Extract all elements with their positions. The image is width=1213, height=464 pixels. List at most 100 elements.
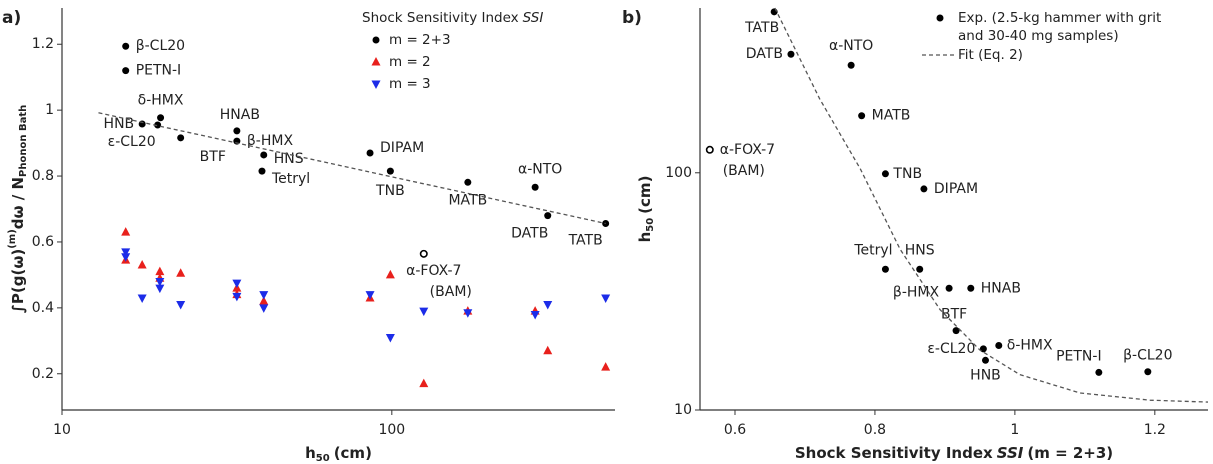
legend-label: m = 2 [389,54,431,70]
legend-title: Shock Sensitivity Index SSI [362,10,543,26]
point [705,145,714,154]
point [155,284,165,294]
point [386,167,394,175]
point-label: Tetryl [853,242,892,258]
point-label: α-NTO [518,161,562,177]
point [1095,368,1103,376]
y-tick-label: 0.6 [32,234,54,250]
point [847,61,855,69]
point-label: HNB [970,367,1001,383]
point [601,294,611,303]
point [137,294,147,303]
point-label: β-CL20 [1123,348,1172,364]
axis-title-part: dω / N [9,177,27,229]
point-label: MATB [872,108,911,124]
point-label: TATB [744,20,779,36]
axis-title-part: Phonon Bath [18,105,29,177]
point-label: β-HMX [893,284,940,300]
x-tick-label: 0.6 [724,422,746,438]
point-label: δ-HMX [1007,338,1053,354]
point [881,170,889,178]
y-tick-label: 0.2 [32,366,54,382]
point [365,291,375,300]
legend-marker [372,36,380,44]
point-label: DIPAM [380,140,424,156]
x-tick-label: 1 [1010,422,1019,438]
point [385,269,395,279]
legend-label: and 30-40 mg samples) [958,28,1119,44]
point-label: α-FOX-7 [720,142,775,158]
point [232,292,242,302]
point-label: α-NTO [829,38,873,54]
point-label: DIPAM [934,181,978,197]
point [464,178,472,186]
point-label: Tetryl [271,171,310,187]
point [531,183,539,191]
point [967,284,975,292]
point [945,284,953,292]
legend-marker [371,80,381,89]
legend-marker [371,57,381,66]
point [952,327,960,335]
axis-title-part: (m) [7,229,18,249]
point-label: HNAB [220,107,260,123]
point-label: PETN-I [136,63,182,79]
axis-title-part: 50 [316,453,330,464]
y-tick-label: 1.2 [32,36,54,52]
axis-title-part: SSI [997,444,1024,462]
point-label: BTF [200,149,226,165]
fit-line [98,112,606,225]
axis-title-part: (cm) [636,176,654,214]
point [419,307,429,317]
y-axis-title: h50 (cm) [636,176,657,243]
legend-title-part: Shock Sensitivity Index [362,10,519,26]
point-label: DATB [511,226,548,242]
point [122,42,130,50]
y-axis-title: ∫P(g(ω)(m)dω / NPhonon Bath [7,105,29,314]
point [177,134,185,142]
point [770,8,778,16]
x-axis-title: Shock Sensitivity Index SSI (m = 2+3) [795,444,1113,462]
fit-line [774,7,1209,403]
legend-label: Exp. (2.5-kg hammer with grit [958,10,1161,26]
point [233,127,241,135]
point [121,227,131,236]
point-label-note: (BAM) [430,284,472,300]
y-tick-label: 10 [674,402,692,418]
point-label: ε-CL20 [108,134,156,150]
point [155,266,165,276]
point-label: HNS [274,151,304,167]
axis-title-part: 50 [645,218,656,232]
axis-title-part: Shock Sensitivity Index [795,444,993,462]
point [920,185,928,193]
point-label: PETN-I [1056,348,1102,364]
axis-title-part: ∫P(g(ω) [9,249,27,313]
panel-label: a) [2,8,21,28]
point [881,265,889,273]
point [122,67,130,75]
point [916,265,924,273]
point [259,291,269,300]
point-label: HNB [104,116,135,132]
legend-label: Fit (Eq. 2) [958,47,1023,63]
point [137,260,147,269]
y-tick-label: 0.4 [32,300,54,316]
x-tick-label: 0.8 [864,422,886,438]
axis-title-part: (m = 2+3) [1027,444,1113,462]
y-tick-label: 100 [665,165,692,181]
point [260,151,268,159]
point [176,301,186,310]
x-tick-label: 1.2 [1144,422,1166,438]
point [543,301,553,310]
point [155,277,165,287]
y-tick-label: 0.8 [32,168,54,184]
point [544,212,552,220]
point [121,248,131,257]
point [858,112,866,120]
point-label: β-HMX [247,133,294,149]
point [385,334,395,343]
point-label: α-FOX-7 [406,263,461,279]
point [419,249,428,258]
x-axis-title: h50 (cm) [305,444,372,464]
